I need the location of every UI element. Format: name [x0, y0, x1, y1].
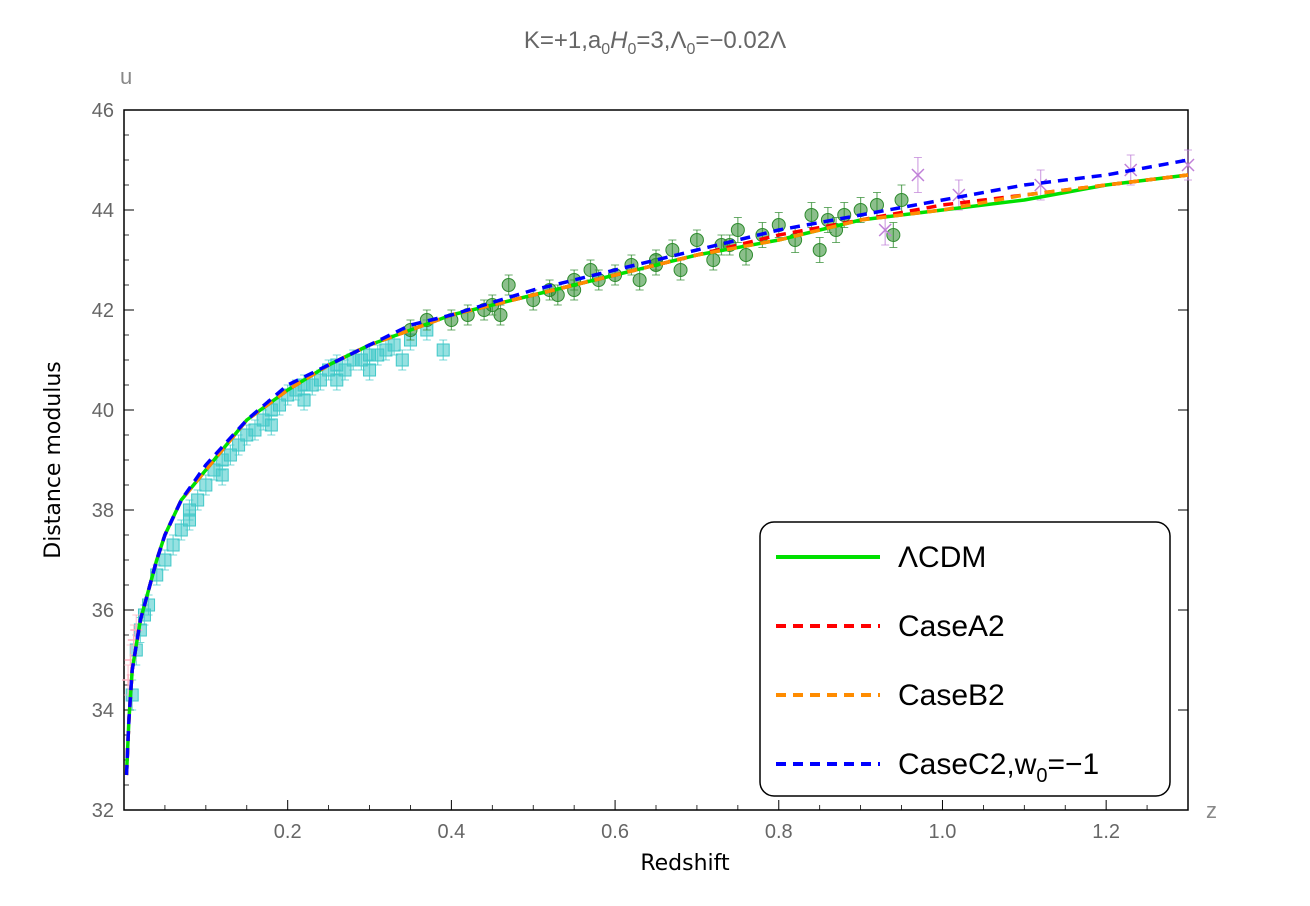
x-tick-label: 0.6 [601, 821, 629, 843]
y-tick-label: 32 [92, 800, 114, 822]
data-point-square [297, 393, 311, 407]
data-point-cross [878, 223, 892, 237]
x-tick-label: 0.8 [765, 821, 793, 843]
y-tick-label: 40 [92, 400, 114, 422]
data-point-circle [501, 278, 516, 292]
y-tick-label: 38 [92, 500, 114, 522]
data-point-square [158, 553, 172, 567]
data-point-circle [804, 208, 819, 222]
data-point-circle [739, 248, 754, 262]
data-point-cross [911, 168, 925, 182]
y-tick-label: 46 [92, 100, 114, 122]
data-point-square [387, 338, 401, 352]
data-point-circle [886, 228, 901, 242]
data-point-circle [665, 243, 680, 257]
y-tick-label: 36 [92, 600, 114, 622]
data-point-square [199, 478, 213, 492]
data-point-square [166, 538, 180, 552]
legend-label-caseb2: CaseB2 [898, 679, 1005, 712]
data-point-square [264, 418, 278, 432]
data-point-square [330, 373, 344, 387]
data-point-square [182, 513, 196, 527]
data-point-square [363, 363, 377, 377]
data-point-square [215, 468, 229, 482]
x-axis-title: Redshift [640, 851, 730, 876]
legend-label-lcdm: ΛCDM [898, 541, 986, 574]
data-point-cross [952, 188, 966, 202]
data-point-circle [730, 223, 745, 237]
data-point-circle [812, 243, 827, 257]
x-tick-label: 0.4 [437, 821, 465, 843]
data-point-circle [632, 273, 647, 287]
x-axis-letter: z [1206, 798, 1217, 823]
legend: ΛCDM CaseA2 CaseB2 CaseC2,w0=−1 [759, 521, 1171, 797]
chart-title: K=+1,a0H0=3,Λ0=−0.02Λ [524, 27, 786, 58]
series-line-3 [124, 158, 1189, 776]
y-axis-letter: u [120, 64, 132, 89]
y-tick-label: 42 [92, 300, 114, 322]
series-layer [124, 158, 1189, 776]
data-point-circle [673, 263, 688, 277]
data-point-square [191, 493, 205, 507]
x-tick-label: 1.2 [1092, 821, 1120, 843]
data-point-circle [894, 193, 909, 207]
y-axis-title: Distance modulus [41, 361, 66, 559]
x-tick-label: 1.0 [929, 821, 957, 843]
legend-box [759, 521, 1171, 797]
y-tick-label: 44 [92, 200, 114, 222]
legend-label-casea2: CaseA2 [898, 610, 1005, 643]
data-point-circle [689, 233, 704, 247]
y-tick-label: 34 [92, 700, 114, 722]
ticks-layer: 0.2 0.4 0.6 0.8 1.0 1.2 32 34 36 38 40 42 44 46 [92, 100, 1188, 843]
legend-label-casec2: CaseC2,w0=−1 [898, 748, 1099, 787]
data-point-square [395, 353, 409, 367]
data-point-square [436, 343, 450, 357]
x-tick-label: 0.2 [274, 821, 302, 843]
